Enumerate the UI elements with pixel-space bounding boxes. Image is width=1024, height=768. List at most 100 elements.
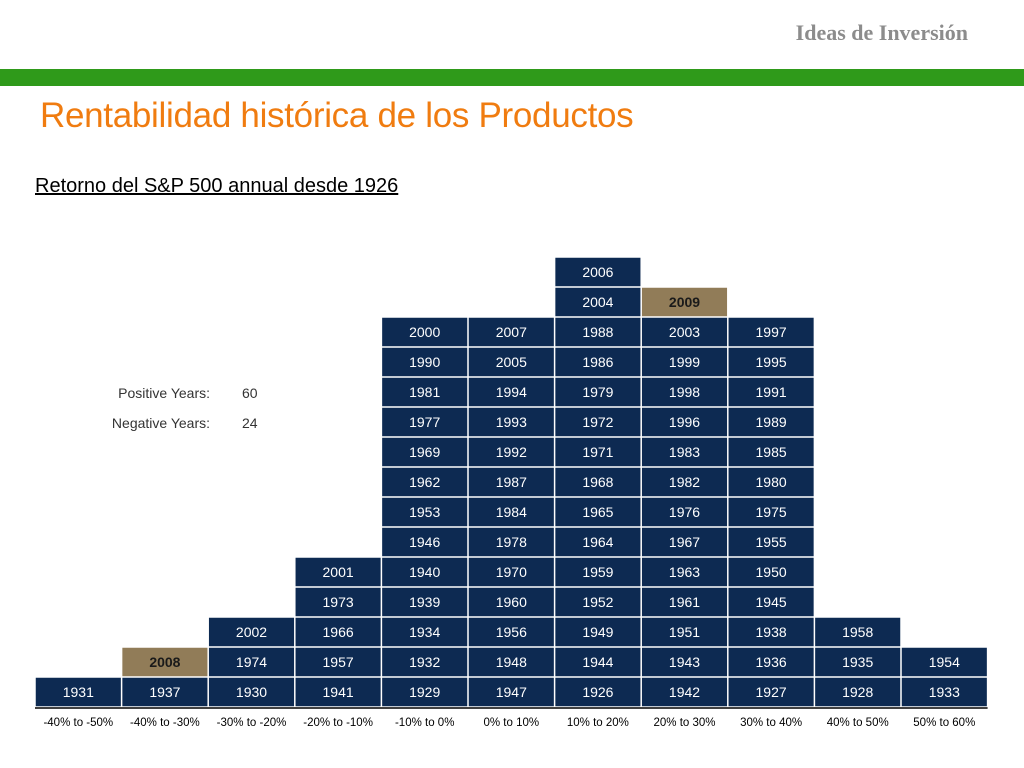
year-cell: 1958 (815, 617, 901, 647)
year-cell: 2008 (122, 647, 208, 677)
year-label: 1963 (669, 564, 700, 580)
x-tick-label: 20% to 30% (653, 717, 715, 729)
positive-years-label: Positive Years: (118, 385, 210, 401)
year-cell: 1964 (555, 527, 641, 557)
year-box (641, 617, 728, 647)
year-label: 1936 (756, 654, 787, 670)
year-cell: 1926 (555, 677, 641, 707)
year-box (555, 287, 641, 317)
x-tick-label: -40% to -30% (130, 717, 200, 729)
year-cell: 1957 (295, 647, 381, 677)
year-cell: 1980 (728, 467, 814, 497)
year-label: 1965 (582, 504, 613, 520)
year-cell: 1935 (815, 647, 901, 677)
year-label: 1974 (236, 654, 267, 670)
year-box (382, 497, 468, 527)
year-cell: 1943 (641, 647, 728, 677)
year-cell: 1955 (728, 527, 814, 557)
year-label: 1966 (323, 624, 354, 640)
year-label: 1926 (582, 684, 613, 700)
year-label: 1934 (409, 624, 440, 640)
year-box (295, 677, 381, 707)
year-label: 1957 (323, 654, 354, 670)
year-box (641, 497, 728, 527)
year-label: 1933 (929, 684, 960, 700)
year-cell: 2002 (208, 617, 295, 647)
year-cell: 1978 (468, 527, 554, 557)
year-box (555, 467, 641, 497)
year-label: 1979 (582, 384, 613, 400)
year-label: 1947 (496, 684, 527, 700)
year-cell: 1965 (555, 497, 641, 527)
year-cell: 1994 (468, 377, 554, 407)
year-cell: 1966 (295, 617, 381, 647)
year-label: 1945 (756, 594, 787, 610)
year-label: 1970 (496, 564, 527, 580)
year-cell: 1947 (468, 677, 554, 707)
year-box (382, 407, 468, 437)
year-cell: 1971 (555, 437, 641, 467)
year-box (728, 677, 814, 707)
year-cell: 1999 (641, 347, 728, 377)
year-label: 1941 (323, 684, 354, 700)
year-cell: 1932 (382, 647, 468, 677)
year-label: 1976 (669, 504, 700, 520)
year-label: 1946 (409, 534, 440, 550)
year-label: 1952 (582, 594, 613, 610)
year-label: 1948 (496, 654, 527, 670)
year-box (641, 677, 728, 707)
year-cell: 1973 (295, 587, 381, 617)
year-label: 1998 (669, 384, 700, 400)
year-label: 1969 (409, 444, 440, 460)
year-cell: 1956 (468, 617, 554, 647)
year-cell: 1991 (728, 377, 814, 407)
year-box (641, 587, 728, 617)
year-cell: 1969 (382, 437, 468, 467)
year-box (728, 407, 814, 437)
year-label: 1975 (756, 504, 787, 520)
year-cell: 1986 (555, 347, 641, 377)
year-box (728, 587, 814, 617)
year-label: 1973 (323, 594, 354, 610)
year-label: 1953 (409, 504, 440, 520)
year-cell: 1997 (728, 317, 814, 347)
year-label: 1939 (409, 594, 440, 610)
x-tick-label: -30% to -20% (217, 717, 287, 729)
year-box (555, 677, 641, 707)
year-cell: 1972 (555, 407, 641, 437)
year-cell: 1993 (468, 407, 554, 437)
year-cell: 2000 (382, 317, 468, 347)
year-label: 1988 (582, 324, 613, 340)
year-box (728, 317, 814, 347)
year-box (555, 347, 641, 377)
year-box (555, 257, 641, 287)
year-label: 1995 (756, 354, 787, 370)
year-label: 1985 (756, 444, 787, 460)
year-label: 1962 (409, 474, 440, 490)
year-cell: 1968 (555, 467, 641, 497)
year-box (208, 677, 295, 707)
year-cell: 1985 (728, 437, 814, 467)
year-label: 2007 (496, 324, 527, 340)
year-box (815, 677, 901, 707)
year-cell: 1951 (641, 617, 728, 647)
year-cell: 2007 (468, 317, 554, 347)
year-cell: 1954 (901, 647, 987, 677)
year-cell: 1970 (468, 557, 554, 587)
year-label: 2009 (669, 294, 700, 310)
year-label: 1961 (669, 594, 700, 610)
year-box (728, 437, 814, 467)
year-box (555, 437, 641, 467)
year-box (468, 647, 554, 677)
year-box (468, 467, 554, 497)
year-label: 1997 (756, 324, 787, 340)
year-label: 1932 (409, 654, 440, 670)
x-tick-label: 50% to 60% (913, 717, 975, 729)
year-box (382, 317, 468, 347)
year-box (468, 377, 554, 407)
year-label: 2000 (409, 324, 440, 340)
year-label: 1937 (149, 684, 180, 700)
year-cell: 1984 (468, 497, 554, 527)
year-label: 1931 (63, 684, 94, 700)
year-box (382, 347, 468, 377)
